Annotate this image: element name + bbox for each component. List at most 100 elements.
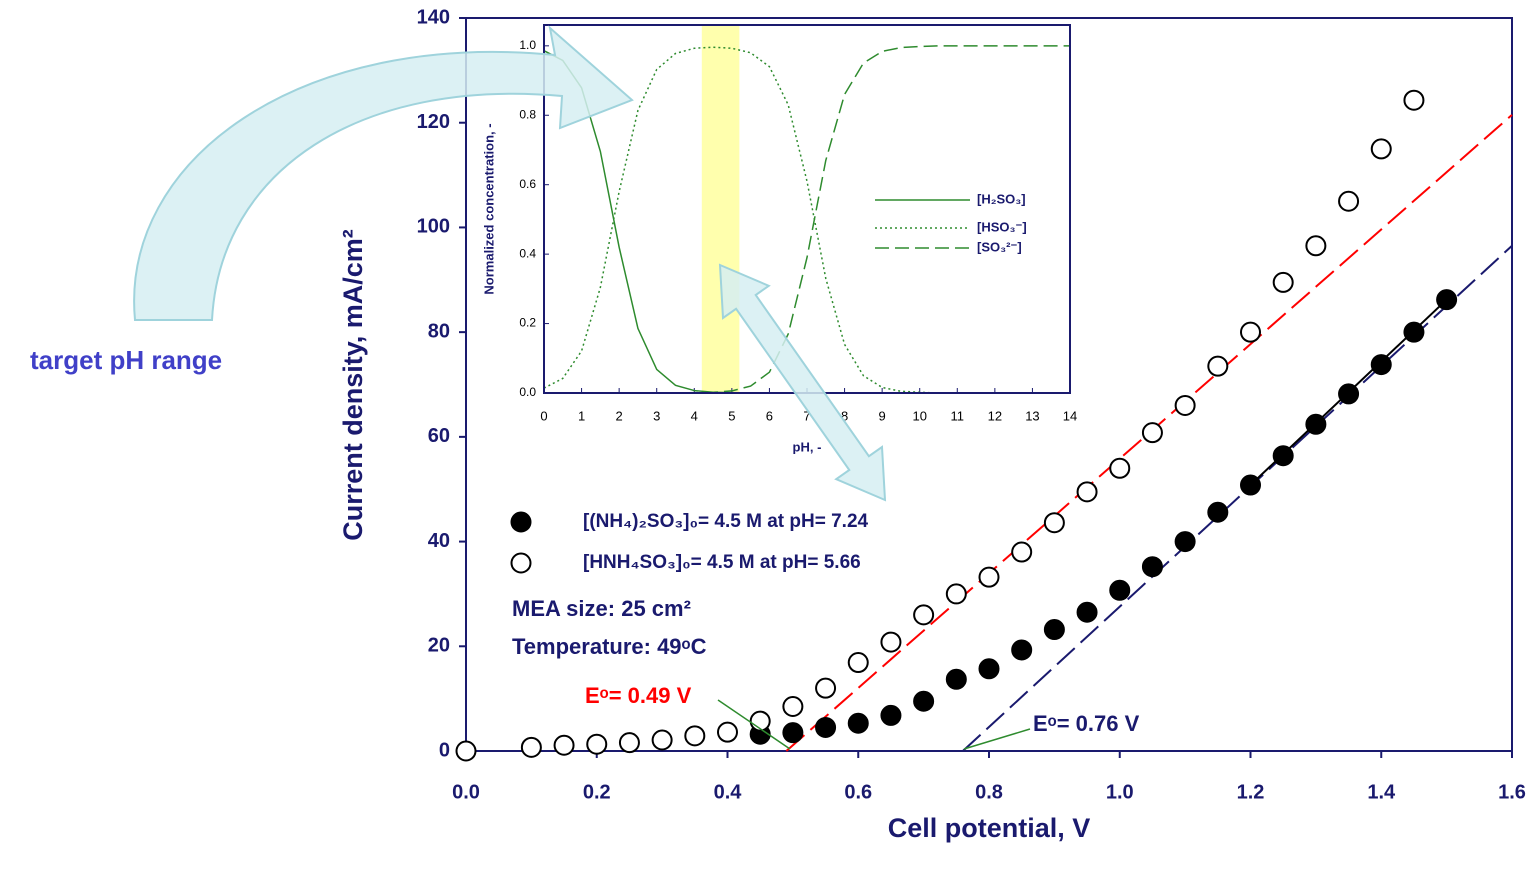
data-point — [520, 736, 542, 758]
data-point — [945, 668, 967, 690]
data-point — [1043, 619, 1065, 641]
annotation: Temperature: 49ᵒC — [512, 634, 707, 659]
y-tick-label: 0.8 — [519, 107, 536, 121]
data-point — [1403, 89, 1425, 111]
x-tick-label: 1.2 — [1237, 781, 1265, 803]
pointer — [717, 699, 791, 750]
data-point — [913, 604, 935, 626]
data-point — [1043, 512, 1065, 534]
data-point — [1403, 321, 1425, 343]
x-tick-label: 14 — [1063, 408, 1077, 423]
x-tick-label: 5 — [728, 408, 735, 423]
y-tick-label: 1.0 — [519, 38, 536, 52]
data-point — [847, 712, 869, 734]
data-point — [1305, 413, 1327, 435]
inset-plot: 0 1 2 3 4 5 6 7 8 9 10 11 12 13 140.00.20.40.60.81.0pH… — [481, 24, 1077, 454]
data-point — [651, 729, 673, 751]
data-point — [1109, 457, 1131, 479]
y-tick-label: 80 — [428, 320, 450, 342]
annotation: MEA size: 25 cm² — [512, 596, 691, 621]
x-tick-label: 1 — [578, 408, 585, 423]
x-tick-label: 11 — [951, 408, 965, 423]
data-point — [945, 583, 967, 605]
data-point — [684, 725, 706, 747]
data-point — [1141, 556, 1163, 578]
inset-background — [544, 25, 1070, 393]
data-point — [1076, 481, 1098, 503]
y-tick-label: 120 — [417, 111, 450, 133]
x-tick-label: 0.4 — [714, 781, 743, 803]
data-point — [847, 652, 869, 674]
legend-marker — [510, 511, 532, 533]
y-tick-label: 100 — [417, 216, 450, 238]
y-tick-label: 60 — [428, 425, 450, 447]
data-point — [1272, 445, 1294, 467]
data-point — [978, 658, 1000, 680]
data-point — [1207, 501, 1229, 523]
legend-label: [SO₃²⁻] — [977, 239, 1022, 254]
y-tick-label: 0.0 — [519, 385, 536, 399]
y-tick-label: 140 — [417, 6, 450, 28]
data-point — [1370, 138, 1392, 160]
data-point — [586, 733, 608, 755]
x-tick-label: 9 — [879, 408, 886, 423]
legend-marker — [510, 552, 532, 574]
data-point — [553, 734, 575, 756]
data-point — [1207, 355, 1229, 377]
x-tick-label: 7 — [803, 408, 810, 423]
data-point — [455, 740, 477, 762]
annotation: Eᵒ= 0.76 V — [1033, 711, 1140, 736]
x-tick-label: 0.2 — [583, 781, 611, 803]
annotation: target pH range — [30, 345, 222, 375]
annotation: Eᵒ= 0.49 V — [585, 683, 692, 708]
x-tick-label: 0.0 — [452, 781, 480, 803]
x-tick-label: 0 — [540, 408, 547, 423]
x-tick-label: 12 — [988, 408, 1002, 423]
x-tick-label: 1.6 — [1498, 781, 1526, 803]
data-point — [1370, 354, 1392, 376]
legend-label: [H₂SO₃] — [977, 191, 1026, 206]
y-axis-title: Current density, mA/cm² — [338, 229, 368, 541]
y-tick-label: 40 — [428, 530, 450, 552]
data-point — [782, 722, 804, 744]
double-arrow — [718, 263, 887, 502]
x-tick-label: 10 — [912, 408, 926, 423]
data-point — [717, 721, 738, 743]
x-axis-title: Cell potential, V — [888, 813, 1091, 843]
data-point — [1174, 394, 1196, 416]
legend-label: [(NH₄)₂SO₃]₀= 4.5 M at pH= 7.24 — [583, 511, 869, 532]
x-tick-label: 8 — [841, 408, 848, 423]
data-point — [1109, 579, 1131, 601]
big-arrow — [133, 25, 634, 321]
data-point — [880, 704, 902, 726]
decorations — [133, 25, 887, 502]
data-point — [1305, 235, 1327, 257]
x-axis-title: pH, - — [793, 439, 822, 454]
x-tick-label: 13 — [1025, 408, 1039, 423]
y-tick-label: 0 — [439, 739, 450, 761]
x-tick-label: 0.8 — [975, 781, 1003, 803]
data-point — [815, 716, 837, 738]
y-tick-label: 0.6 — [519, 177, 536, 191]
data-point — [1338, 383, 1360, 405]
x-tick-label: 4 — [691, 408, 698, 423]
data-point — [978, 566, 1000, 588]
data-point — [1011, 541, 1033, 563]
data-point — [1272, 271, 1294, 293]
main-plot: 0.0 0.2 0.4 0.6 0.8 1.0 1.2 1.4 1.60204060801001… — [30, 6, 1526, 843]
data-point — [1076, 601, 1098, 623]
pointer — [963, 728, 1031, 750]
legend-label: [HSO₃⁻] — [977, 219, 1027, 234]
y-axis-title: Normalized concentration, - — [481, 123, 496, 294]
data-point — [1240, 474, 1261, 496]
x-tick-label: 0.6 — [844, 781, 872, 803]
data-point — [618, 732, 640, 754]
legend-label: [HNH₄SO₃]₀= 4.5 M at pH= 5.66 — [583, 552, 861, 573]
data-point — [1338, 190, 1360, 212]
y-tick-label: 0.4 — [519, 246, 536, 260]
x-tick-label: 6 — [766, 408, 773, 423]
data-point — [782, 695, 804, 717]
data-point — [1011, 639, 1033, 661]
